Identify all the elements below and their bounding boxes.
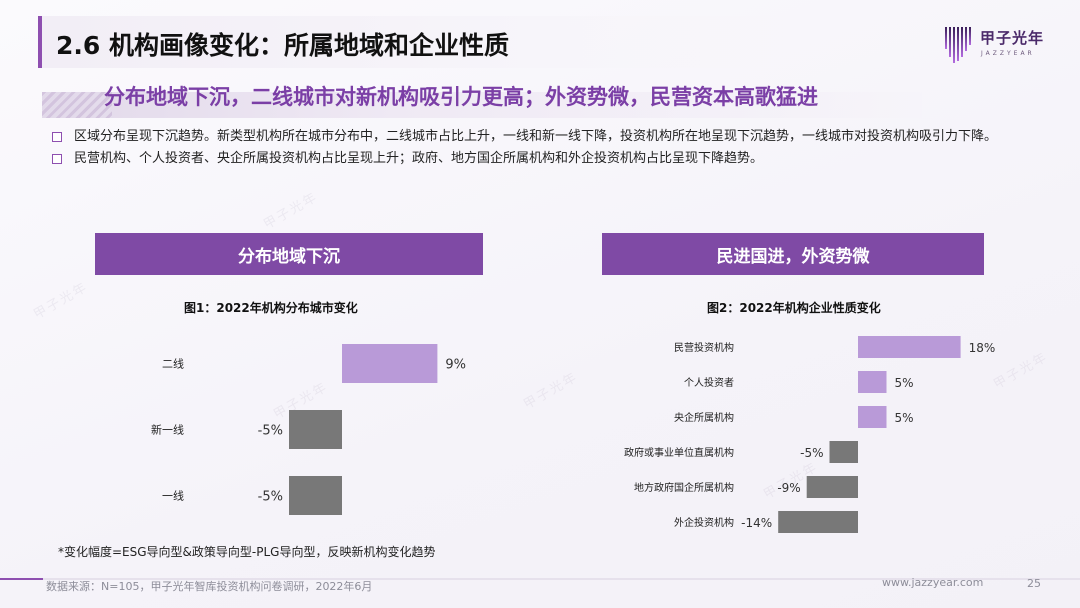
square-bullet-icon (52, 154, 62, 164)
data-label: 5% (895, 376, 914, 390)
category-label: 二线 (162, 357, 184, 371)
watermark: 甲子光年 (261, 189, 321, 233)
bullet-text: 民营机构、个人投资者、央企所属投资机构占比呈现上升；政府、地方国企所属机构和外企… (74, 151, 764, 166)
right-panel-header: 民进国进，外资势微 (602, 233, 984, 275)
left-panel-header: 分布地域下沉 (95, 233, 483, 275)
data-source: 数据来源：N=105，甲子光年智库投资机构问卷调研，2022年6月 (46, 580, 373, 593)
logo-text-en: JAZZYEAR (981, 50, 1035, 57)
category-label: 个人投资者 (684, 376, 734, 389)
data-label: 5% (895, 411, 914, 425)
data-label: 9% (445, 358, 466, 373)
bar-1 (289, 410, 342, 449)
figure-1-title: 图1：2022年机构分布城市变化 (184, 301, 358, 315)
bar-3 (829, 441, 858, 463)
bar-2 (289, 476, 342, 515)
watermark: 甲子光年 (31, 279, 91, 323)
data-label: 18% (969, 341, 996, 355)
category-label: 民营投资机构 (674, 341, 734, 354)
category-label: 一线 (162, 489, 184, 503)
data-label: -5% (258, 490, 283, 505)
category-label: 地方政府国企所属机构 (634, 481, 734, 494)
chart-2: 民营投资机构 18% 个人投资者 5% 央企所属机构 5% 政府或事业单位直属机构 -5% 地方… (624, 336, 996, 533)
bar-2 (858, 406, 887, 428)
footnote: *变化幅度=ESG导向型&政策导向型-PLG导向型，反映新机构变化趋势 (58, 545, 436, 559)
bar-0 (858, 336, 961, 358)
category-label: 央企所属机构 (674, 411, 734, 424)
data-label: -5% (258, 424, 283, 439)
category-label: 新一线 (151, 423, 184, 437)
jazzyear-logo-icon (945, 27, 971, 63)
bullet-text: 区域分布呈现下沉趋势。新类型机构所在城市分布中，二线城市占比上升，一线和新一线下… (74, 129, 998, 144)
category-label: 外企投资机构 (674, 516, 734, 529)
bar-5 (778, 511, 858, 533)
watermark: 甲子光年 (521, 369, 581, 413)
bullet-item: 区域分布呈现下沉趋势。新类型机构所在城市分布中，二线城市占比上升，一线和新一线下… (46, 127, 1046, 147)
subheading-decoration (42, 92, 922, 118)
footer-divider (0, 578, 1080, 580)
bar-0 (342, 344, 438, 383)
figure-2-title: 图2：2022年机构企业性质变化 (707, 301, 881, 315)
data-label: -14% (741, 516, 772, 530)
data-label: -9% (777, 481, 800, 495)
category-label: 政府或事业单位直属机构 (624, 446, 734, 459)
subheading: 分布地域下沉，二线城市对新机构吸引力更高；外资势微，民营资本高歌猛进 (104, 85, 818, 109)
brand-logo: 甲子光年 JAZZYEAR (944, 22, 1054, 68)
bullet-list: 区域分布呈现下沉趋势。新类型机构所在城市分布中，二线城市占比上升，一线和新一线下… (46, 127, 1046, 171)
page-title: 2.6 机构画像变化：所属地域和企业性质 (56, 31, 509, 60)
chart-1: 二线 9% 新一线 -5% 一线 -5% (151, 344, 466, 515)
bar-1 (858, 371, 887, 393)
bullet-item: 民营机构、个人投资者、央企所属投资机构占比呈现上升；政府、地方国企所属机构和外企… (46, 149, 1046, 169)
page-number: 25 (1027, 577, 1041, 590)
website-link[interactable]: www.jazzyear.com (882, 576, 984, 589)
title-bar: 2.6 机构画像变化：所属地域和企业性质 (38, 16, 868, 68)
logo-text: 甲子光年 (980, 29, 1045, 47)
bar-4 (806, 476, 858, 498)
data-label: -5% (800, 446, 823, 460)
square-bullet-icon (52, 132, 62, 142)
